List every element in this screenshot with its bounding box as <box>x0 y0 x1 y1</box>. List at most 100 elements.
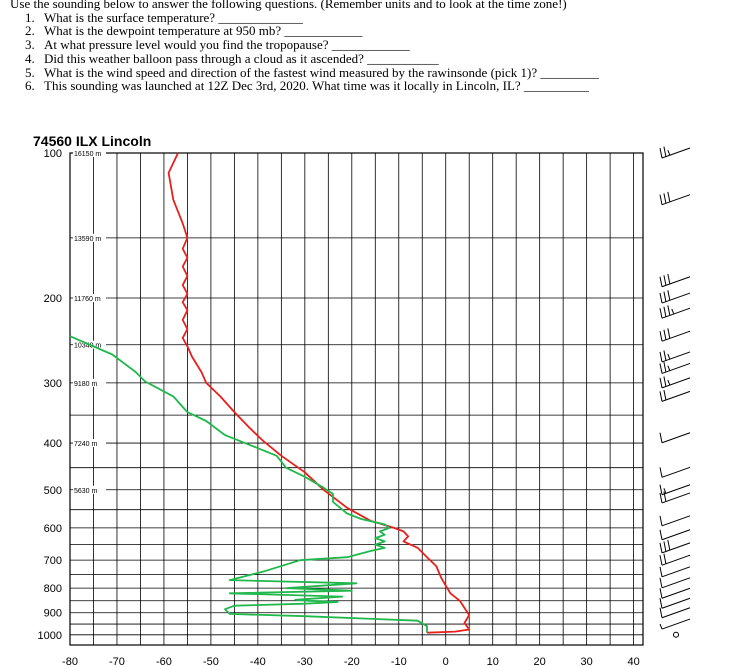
barb-flag <box>659 577 663 588</box>
pressure-tick-label: 800 <box>44 583 62 595</box>
question-items: What is the surface temperature? _______… <box>10 10 735 93</box>
wind-barb <box>659 587 691 599</box>
wind-barb <box>659 466 691 478</box>
height-label: 11760 m <box>74 296 101 303</box>
plot-frame <box>69 152 644 646</box>
barb-flag <box>663 376 667 387</box>
height-labels: 16150 m 13590 m 11760 m 10340 m 9180 m 7240 m… <box>73 149 106 495</box>
barb-flag <box>663 146 667 157</box>
barb-shaft <box>661 484 691 496</box>
barb-flag <box>663 553 667 564</box>
wind-barb <box>659 273 691 288</box>
barb-flag <box>659 292 663 304</box>
pressure-tick-label: 600 <box>44 523 62 535</box>
barb-flag <box>667 379 671 386</box>
pressure-tick-label: 300 <box>44 378 62 390</box>
barb-shaft <box>661 515 691 527</box>
height-label-bg <box>73 485 106 494</box>
barb-flag <box>659 391 663 402</box>
barb-flag <box>659 432 663 443</box>
barb-flag <box>659 598 663 609</box>
barb-shaft <box>661 492 691 504</box>
temperature-tick-label: -60 <box>156 656 172 666</box>
barb-flag <box>667 150 671 156</box>
barb-flag <box>663 275 667 286</box>
temperature-tick-label: 30 <box>581 656 593 666</box>
barb-flag <box>659 515 663 526</box>
barb-shaft <box>661 529 691 541</box>
pressure-tick-label: 200 <box>44 293 62 305</box>
barb-flag <box>667 191 671 202</box>
height-label: 10340 m <box>74 343 101 350</box>
barb-shaft <box>661 351 691 363</box>
barb-shaft <box>661 577 691 589</box>
wind-barb <box>659 529 691 541</box>
barb-flag <box>659 566 663 577</box>
wind-barb <box>659 305 691 319</box>
sounding-traces <box>69 152 471 634</box>
barb-shaft <box>661 597 691 609</box>
barb-shaft <box>661 194 691 206</box>
height-label: 7240 m <box>74 441 98 448</box>
height-label-bg <box>73 233 106 242</box>
barb-flag <box>663 491 667 502</box>
question-6: This sounding was launched at 12Z Dec 3r… <box>38 79 735 93</box>
barb-flag <box>663 193 667 204</box>
barb-flag <box>667 353 671 360</box>
barb-flag <box>663 488 667 494</box>
worksheet-intro: Use the sounding below to answer the fol… <box>10 0 567 11</box>
temperature-tick-label: -40 <box>250 656 266 666</box>
pressure-tick-label: 1000 <box>38 630 62 642</box>
barb-shaft <box>661 362 691 374</box>
height-label-bg <box>73 378 106 387</box>
wind-barb <box>659 432 691 444</box>
barb-shaft <box>661 292 691 304</box>
wind-barb <box>659 376 691 389</box>
barb-flag <box>667 290 671 301</box>
barb-flag <box>663 541 667 552</box>
barb-flag <box>659 377 663 388</box>
barb-shaft <box>661 390 691 402</box>
barb-flag <box>659 351 663 363</box>
temperature-tick-label: -50 <box>203 656 219 666</box>
wind-barb <box>659 389 691 402</box>
barb-flag <box>663 306 667 317</box>
height-label: 13590 m <box>74 236 101 243</box>
pressure-tick-label: 500 <box>44 485 62 497</box>
wind-barb <box>659 553 691 566</box>
barb-flag <box>663 361 667 373</box>
barb-flag <box>659 529 663 540</box>
barb-flag <box>659 555 663 566</box>
chart-grid <box>69 152 644 646</box>
height-label: 16150 m <box>74 151 101 158</box>
question-list: Use the sounding below to answer the fol… <box>10 0 735 93</box>
wind-barb <box>659 350 691 363</box>
height-label: 5630 m <box>74 488 98 495</box>
barb-shaft <box>661 587 691 599</box>
barb-flag <box>663 350 667 361</box>
barb-flag <box>659 484 663 495</box>
barb-flag <box>659 623 663 630</box>
pressure-tick-label: 700 <box>44 555 62 567</box>
barb-shaft <box>661 542 691 554</box>
wind-barb <box>659 191 691 206</box>
barb-flag <box>659 147 663 159</box>
question-5: What is the wind speed and direction of … <box>38 65 735 80</box>
wind-barb <box>659 539 691 554</box>
wind-barb <box>659 290 691 304</box>
question-3: At what pressure level would you find th… <box>38 38 735 52</box>
barb-shaft <box>661 566 691 578</box>
temperature-tick-label: 40 <box>627 656 639 666</box>
wind-barb <box>659 361 691 374</box>
temperature-tick-label: 20 <box>534 656 546 666</box>
temperature-tick-label: -80 <box>62 656 78 666</box>
wind-barb <box>659 328 691 342</box>
barb-shaft <box>661 330 691 342</box>
barb-flag <box>659 588 663 599</box>
wind-barb <box>659 491 691 504</box>
barb-flag <box>663 329 667 340</box>
wind-barb <box>659 484 691 496</box>
barb-flag <box>659 467 663 478</box>
barb-shaft <box>661 377 691 389</box>
